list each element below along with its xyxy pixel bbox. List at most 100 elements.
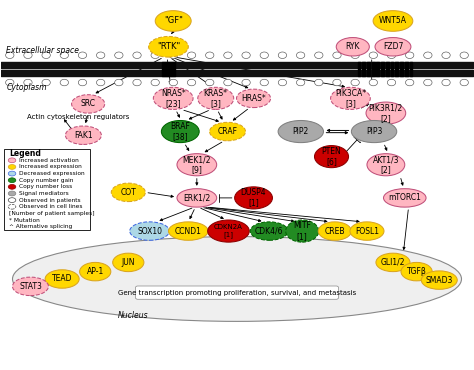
- Text: MEK1/2
[9]: MEK1/2 [9]: [182, 155, 211, 174]
- Ellipse shape: [168, 222, 208, 240]
- Circle shape: [424, 52, 432, 58]
- Text: ERK1/2: ERK1/2: [183, 194, 210, 202]
- Ellipse shape: [401, 262, 432, 281]
- Ellipse shape: [149, 37, 188, 57]
- Ellipse shape: [12, 236, 462, 322]
- Ellipse shape: [8, 178, 16, 183]
- Circle shape: [6, 52, 14, 58]
- Circle shape: [351, 52, 359, 58]
- Text: PIK3R1/2
[2]: PIK3R1/2 [2]: [369, 104, 403, 123]
- Circle shape: [351, 79, 359, 86]
- Circle shape: [151, 52, 159, 58]
- Text: "RTK": "RTK": [157, 42, 180, 51]
- Text: FZD7: FZD7: [383, 42, 403, 51]
- Circle shape: [296, 52, 305, 58]
- Text: COT: COT: [120, 188, 136, 197]
- Text: SMAD3: SMAD3: [426, 276, 453, 285]
- Text: CDK4/6: CDK4/6: [255, 226, 283, 236]
- Text: AKT1/3
[2]: AKT1/3 [2]: [373, 155, 399, 174]
- Circle shape: [296, 79, 305, 86]
- Circle shape: [405, 52, 414, 58]
- FancyBboxPatch shape: [136, 286, 338, 299]
- Text: DUSP4
[1]: DUSP4 [1]: [241, 188, 266, 208]
- Circle shape: [97, 79, 105, 86]
- Circle shape: [260, 79, 268, 86]
- Ellipse shape: [130, 222, 169, 240]
- Ellipse shape: [80, 262, 111, 281]
- Text: PTEN
[6]: PTEN [6]: [322, 147, 341, 166]
- Circle shape: [242, 52, 250, 58]
- Circle shape: [42, 52, 50, 58]
- Ellipse shape: [250, 222, 288, 240]
- Circle shape: [60, 79, 69, 86]
- Circle shape: [442, 79, 450, 86]
- Circle shape: [78, 79, 87, 86]
- Circle shape: [369, 79, 377, 86]
- Circle shape: [260, 52, 268, 58]
- Text: GLI1/2: GLI1/2: [381, 258, 405, 267]
- Text: FOSL1: FOSL1: [355, 226, 379, 236]
- Circle shape: [333, 79, 341, 86]
- Text: Extracellular space: Extracellular space: [6, 46, 79, 55]
- Ellipse shape: [350, 222, 384, 240]
- Ellipse shape: [8, 191, 16, 196]
- Ellipse shape: [383, 189, 426, 207]
- Circle shape: [206, 52, 214, 58]
- Circle shape: [133, 79, 141, 86]
- Ellipse shape: [315, 145, 348, 168]
- Ellipse shape: [177, 154, 217, 176]
- Text: TEAD: TEAD: [52, 275, 73, 283]
- Text: Copy number loss: Copy number loss: [18, 184, 72, 189]
- Text: [Number of patient samples]: [Number of patient samples]: [9, 211, 95, 216]
- Text: Observed in patients: Observed in patients: [18, 198, 80, 203]
- Text: ^ Alternative splicing: ^ Alternative splicing: [9, 224, 73, 229]
- Text: CRAF: CRAF: [218, 127, 237, 136]
- Ellipse shape: [367, 154, 405, 176]
- Text: Signal mediators: Signal mediators: [18, 191, 68, 196]
- Text: Increased expression: Increased expression: [18, 164, 82, 169]
- Circle shape: [369, 52, 377, 58]
- Text: HRAS*: HRAS*: [241, 94, 266, 103]
- Circle shape: [151, 79, 159, 86]
- Ellipse shape: [45, 270, 79, 288]
- Circle shape: [387, 52, 396, 58]
- Text: AP-1: AP-1: [87, 267, 104, 276]
- Text: JUN: JUN: [121, 258, 135, 267]
- Circle shape: [405, 79, 414, 86]
- Circle shape: [115, 79, 123, 86]
- Ellipse shape: [65, 126, 101, 144]
- FancyBboxPatch shape: [4, 149, 90, 231]
- Ellipse shape: [8, 204, 16, 209]
- Ellipse shape: [177, 189, 217, 207]
- Circle shape: [78, 52, 87, 58]
- Text: STAT3: STAT3: [19, 282, 42, 291]
- Text: PIP3: PIP3: [366, 127, 382, 136]
- Text: Increased activation: Increased activation: [18, 158, 78, 163]
- Text: TGFβ: TGFβ: [407, 267, 427, 276]
- Text: Actin cytoskeleton regulators: Actin cytoskeleton regulators: [27, 114, 129, 120]
- Ellipse shape: [366, 102, 406, 124]
- Ellipse shape: [351, 121, 397, 142]
- Text: Legend: Legend: [9, 149, 41, 158]
- Circle shape: [60, 52, 69, 58]
- Circle shape: [387, 79, 396, 86]
- Circle shape: [333, 52, 341, 58]
- Circle shape: [133, 52, 141, 58]
- Text: KRAS*
[3]: KRAS* [3]: [204, 89, 228, 108]
- Circle shape: [169, 52, 178, 58]
- Circle shape: [460, 79, 468, 86]
- Ellipse shape: [198, 87, 234, 110]
- Text: Decreased expression: Decreased expression: [18, 171, 84, 176]
- Ellipse shape: [8, 158, 16, 163]
- Ellipse shape: [286, 220, 319, 242]
- Text: PIK3CA*
[3]: PIK3CA* [3]: [335, 89, 366, 108]
- Circle shape: [115, 52, 123, 58]
- Ellipse shape: [421, 271, 457, 289]
- Ellipse shape: [375, 38, 411, 56]
- Ellipse shape: [318, 222, 351, 240]
- Ellipse shape: [8, 185, 16, 189]
- Ellipse shape: [208, 220, 249, 242]
- Text: RYK: RYK: [346, 42, 360, 51]
- Text: SOX10: SOX10: [137, 226, 162, 236]
- Circle shape: [278, 79, 287, 86]
